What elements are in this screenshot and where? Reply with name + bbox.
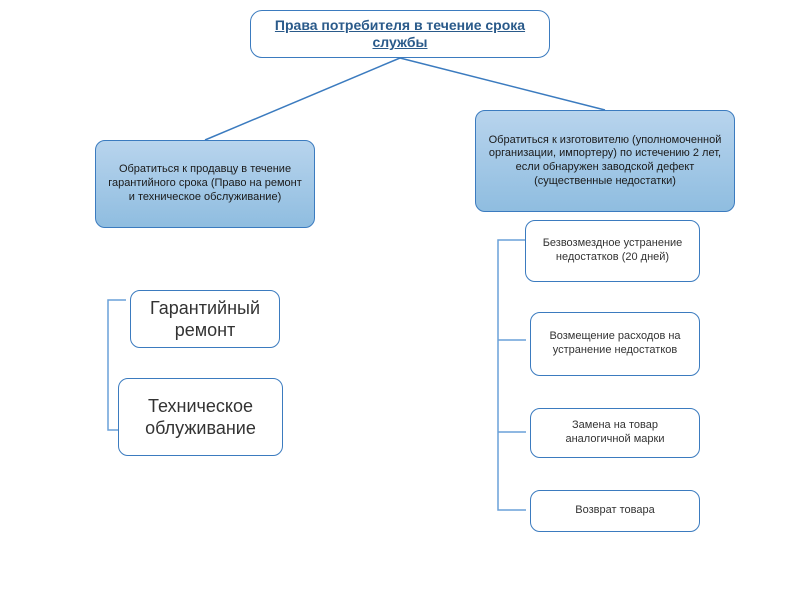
right-main-box: Обратиться к изготовителю (уполномоченно…: [475, 110, 735, 212]
right-sub-return: Возврат товара: [530, 490, 700, 532]
left-sub-warranty-repair: Гарантийный ремонт: [130, 290, 280, 348]
left-sub1-text: Техническое облуживание: [129, 395, 272, 440]
right-sub2-text: Замена на товар аналогичной марки: [541, 419, 689, 447]
left-sub-tech-service: Техническое облуживание: [118, 378, 283, 456]
title-text: Права потребителя в течение срока службы: [261, 17, 539, 52]
right-sub1-text: Возмещение расходов на устранение недост…: [541, 330, 689, 358]
right-sub-replacement: Замена на товар аналогичной марки: [530, 408, 700, 458]
right-sub-reimbursement: Возмещение расходов на устранение недост…: [530, 312, 700, 376]
right-sub-free-repair: Безвозмездное устранение недостатков (20…: [525, 220, 700, 282]
left-sub0-text: Гарантийный ремонт: [141, 297, 269, 342]
title-box: Права потребителя в течение срока службы: [250, 10, 550, 58]
right-sub3-text: Возврат товара: [575, 504, 654, 518]
right-sub0-text: Безвозмездное устранение недостатков (20…: [536, 237, 689, 265]
right-main-text: Обратиться к изготовителю (уполномоченно…: [486, 134, 724, 189]
left-main-box: Обратиться к продавцу в течение гарантий…: [95, 140, 315, 228]
left-main-text: Обратиться к продавцу в течение гарантий…: [106, 163, 304, 204]
